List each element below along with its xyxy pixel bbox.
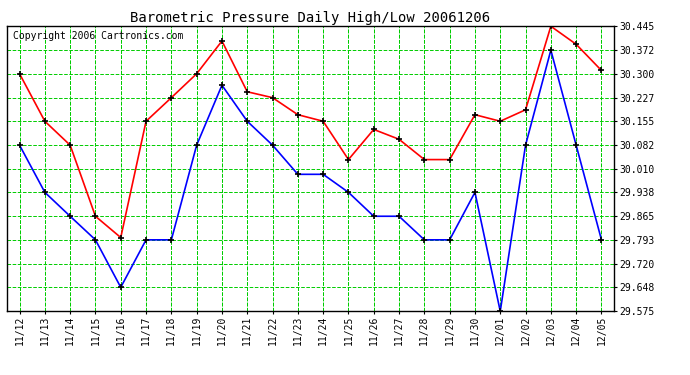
Text: Barometric Pressure Daily High/Low 20061206: Barometric Pressure Daily High/Low 20061… [130,11,491,25]
Text: Copyright 2006 Cartronics.com: Copyright 2006 Cartronics.com [13,30,184,40]
